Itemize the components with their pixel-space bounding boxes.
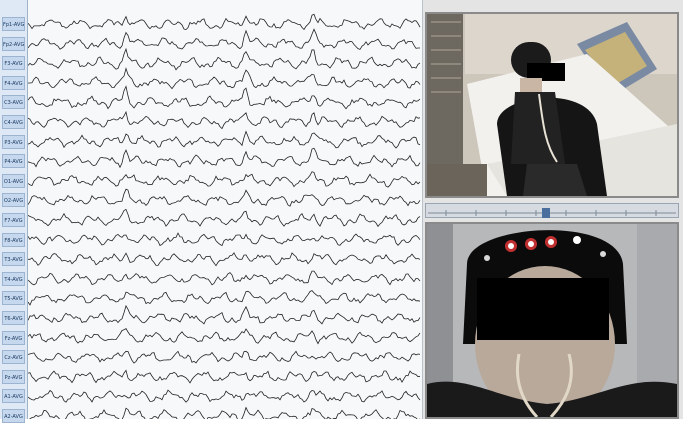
face-redaction-bar [527,63,565,81]
face-closeup-video[interactable] [425,222,679,419]
channel-label[interactable]: F8-AVG [2,232,25,247]
channel-label[interactable]: T3-AVG [2,252,25,267]
eeg-trace-line [28,208,421,228]
eeg-trace-panel[interactable]: Fp1-AVG Fp2-AVG F3-AVG F4-AVG C3-AVG C4-AVG P3… [0,0,423,423]
eeg-trace-line [28,13,421,31]
playhead[interactable] [542,208,550,218]
channel-label[interactable]: T4-AVG [2,271,25,286]
video-timeline-bar[interactable] [425,203,679,218]
eeg-waveform-area[interactable] [28,0,422,419]
eeg-trace-line [28,328,421,345]
cap-electrodes [484,236,606,261]
channel-label-column: Fp1-AVG Fp2-AVG F3-AVG F4-AVG C3-AVG C4-AVG P3… [0,0,28,423]
eeg-trace-line [29,406,421,419]
channel-label[interactable]: O2-AVG [2,193,25,208]
eeg-trace-line [28,369,421,384]
channel-label[interactable]: Fp2-AVG [2,36,25,51]
channel-label[interactable]: F4-AVG [2,75,25,90]
channel-label[interactable]: Cz-AVG [2,350,25,365]
face-redaction-box [477,278,609,340]
channel-label[interactable]: T5-AVG [2,291,25,306]
channel-label[interactable]: C3-AVG [2,95,25,110]
timeline-ticks [428,208,676,218]
channel-label[interactable]: P3-AVG [2,134,25,149]
eeg-trace-line [28,110,421,130]
channel-label[interactable]: A1-AVG [2,389,25,404]
eeg-trace-line [28,304,421,325]
eeg-trace-line [28,85,421,110]
channel-label[interactable]: P4-AVG [2,154,25,169]
channel-label[interactable]: T6-AVG [2,311,25,325]
eeg-trace-line [28,47,421,71]
channel-label[interactable]: O1-AVG [2,173,25,188]
patient-room-scene [427,14,677,196]
eeg-trace-line [28,232,421,247]
eeg-trace-line [28,350,421,364]
eeg-trace-line [28,130,421,149]
channel-label[interactable]: Pz-AVG [2,369,25,384]
eeg-trace-line [28,389,421,403]
video-panel [423,0,683,419]
eeg-trace-line [28,147,421,169]
channel-label[interactable]: Fp1-AVG [2,17,25,31]
eeg-trace-line [28,28,420,50]
patient-shirt [427,381,677,417]
channel-label[interactable]: Fz-AVG [2,330,25,345]
eeg-trace-line [28,252,421,267]
eeg-trace-line [28,270,421,286]
eeg-trace-line [28,290,421,306]
eeg-trace-line [28,67,421,90]
face-closeup-scene [427,224,677,417]
eeg-trace-line [28,188,421,207]
channel-label[interactable]: F3-AVG [2,56,25,71]
channel-label[interactable]: F7-AVG [2,213,25,227]
channel-label[interactable]: C4-AVG [2,115,25,129]
channel-label[interactable]: A2-AVG [2,409,25,423]
patient-room-video[interactable] [425,12,679,198]
eeg-trace-line [28,171,421,188]
window-blinds [431,21,461,93]
